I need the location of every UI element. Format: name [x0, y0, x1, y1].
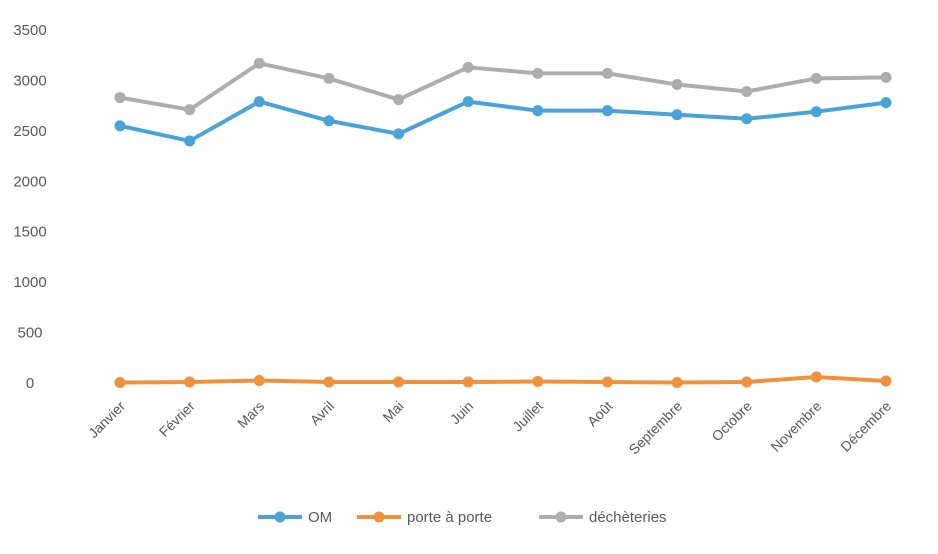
data-point	[671, 78, 683, 90]
y-tick-label: 3500	[13, 22, 46, 39]
data-point	[323, 376, 335, 388]
data-point	[253, 57, 265, 69]
data-point	[810, 72, 822, 84]
y-tick-label: 0	[26, 375, 34, 392]
data-point	[810, 106, 822, 118]
data-point	[741, 376, 753, 388]
data-point	[741, 113, 753, 125]
legend-label: OM	[308, 509, 332, 526]
data-point	[114, 92, 126, 104]
series-3	[114, 57, 892, 116]
x-tick-label: Mars	[234, 398, 267, 431]
x-tick-label: Septembre	[625, 398, 685, 458]
data-point	[393, 128, 405, 140]
x-tick-label: Juin	[447, 398, 476, 427]
data-point	[601, 105, 613, 117]
x-tick-label: Janvier	[85, 398, 128, 441]
data-point	[462, 96, 474, 108]
data-point	[462, 61, 474, 73]
y-tick-label: 2500	[13, 123, 46, 140]
series-1	[114, 96, 892, 147]
legend: OM porte à porte déchèteries	[258, 509, 667, 526]
legend-item: OM	[258, 509, 332, 526]
x-tick-label: Avril	[307, 398, 337, 428]
x-tick-label: Novembre	[767, 398, 824, 455]
data-point	[880, 375, 892, 387]
series-line	[118, 61, 888, 112]
legend-marker	[373, 511, 385, 523]
x-tick-label: Octobre	[708, 398, 755, 445]
x-tick-label: Décembre	[837, 398, 894, 455]
data-point	[253, 96, 265, 108]
data-point	[323, 115, 335, 127]
y-axis: 3500 3000 2500 2000 1500 1000 500 0	[13, 22, 46, 392]
series-line	[118, 374, 888, 385]
data-point	[532, 105, 544, 117]
x-tick-label: Août	[584, 398, 616, 430]
y-tick-label: 2000	[13, 173, 46, 190]
legend-item: déchèteries	[539, 509, 667, 526]
data-point	[114, 376, 126, 388]
y-tick-label: 3000	[13, 72, 46, 89]
x-tick-label: Juillet	[509, 398, 546, 435]
data-point	[462, 376, 474, 388]
data-point	[810, 371, 822, 383]
plot-area	[114, 57, 892, 388]
data-point	[671, 376, 683, 388]
y-tick-label: 1000	[13, 274, 46, 291]
data-point	[184, 135, 196, 147]
data-point	[880, 71, 892, 83]
data-point	[184, 104, 196, 116]
x-tick-label: Mai	[379, 398, 406, 425]
x-axis: Janvier Février Mars Avril Mai Juin Juillet Aoû…	[85, 398, 894, 458]
data-point	[393, 376, 405, 388]
data-point	[880, 97, 892, 109]
legend-label: porte à porte	[407, 509, 492, 526]
data-point	[253, 374, 265, 386]
data-point	[671, 109, 683, 121]
data-point	[323, 72, 335, 84]
data-point	[393, 94, 405, 106]
series-2	[114, 371, 892, 388]
y-tick-label: 1500	[13, 224, 46, 241]
legend-item: porte à porte	[357, 509, 492, 526]
data-point	[184, 376, 196, 388]
series-line	[118, 99, 888, 143]
y-tick-label: 500	[17, 325, 42, 342]
x-tick-label: Février	[156, 398, 198, 440]
data-point	[114, 120, 126, 132]
data-point	[532, 67, 544, 79]
legend-marker	[274, 511, 286, 523]
data-point	[601, 67, 613, 79]
legend-label: déchèteries	[589, 509, 667, 526]
legend-marker	[555, 511, 567, 523]
data-point	[532, 375, 544, 387]
data-point	[601, 376, 613, 388]
data-point	[741, 86, 753, 98]
